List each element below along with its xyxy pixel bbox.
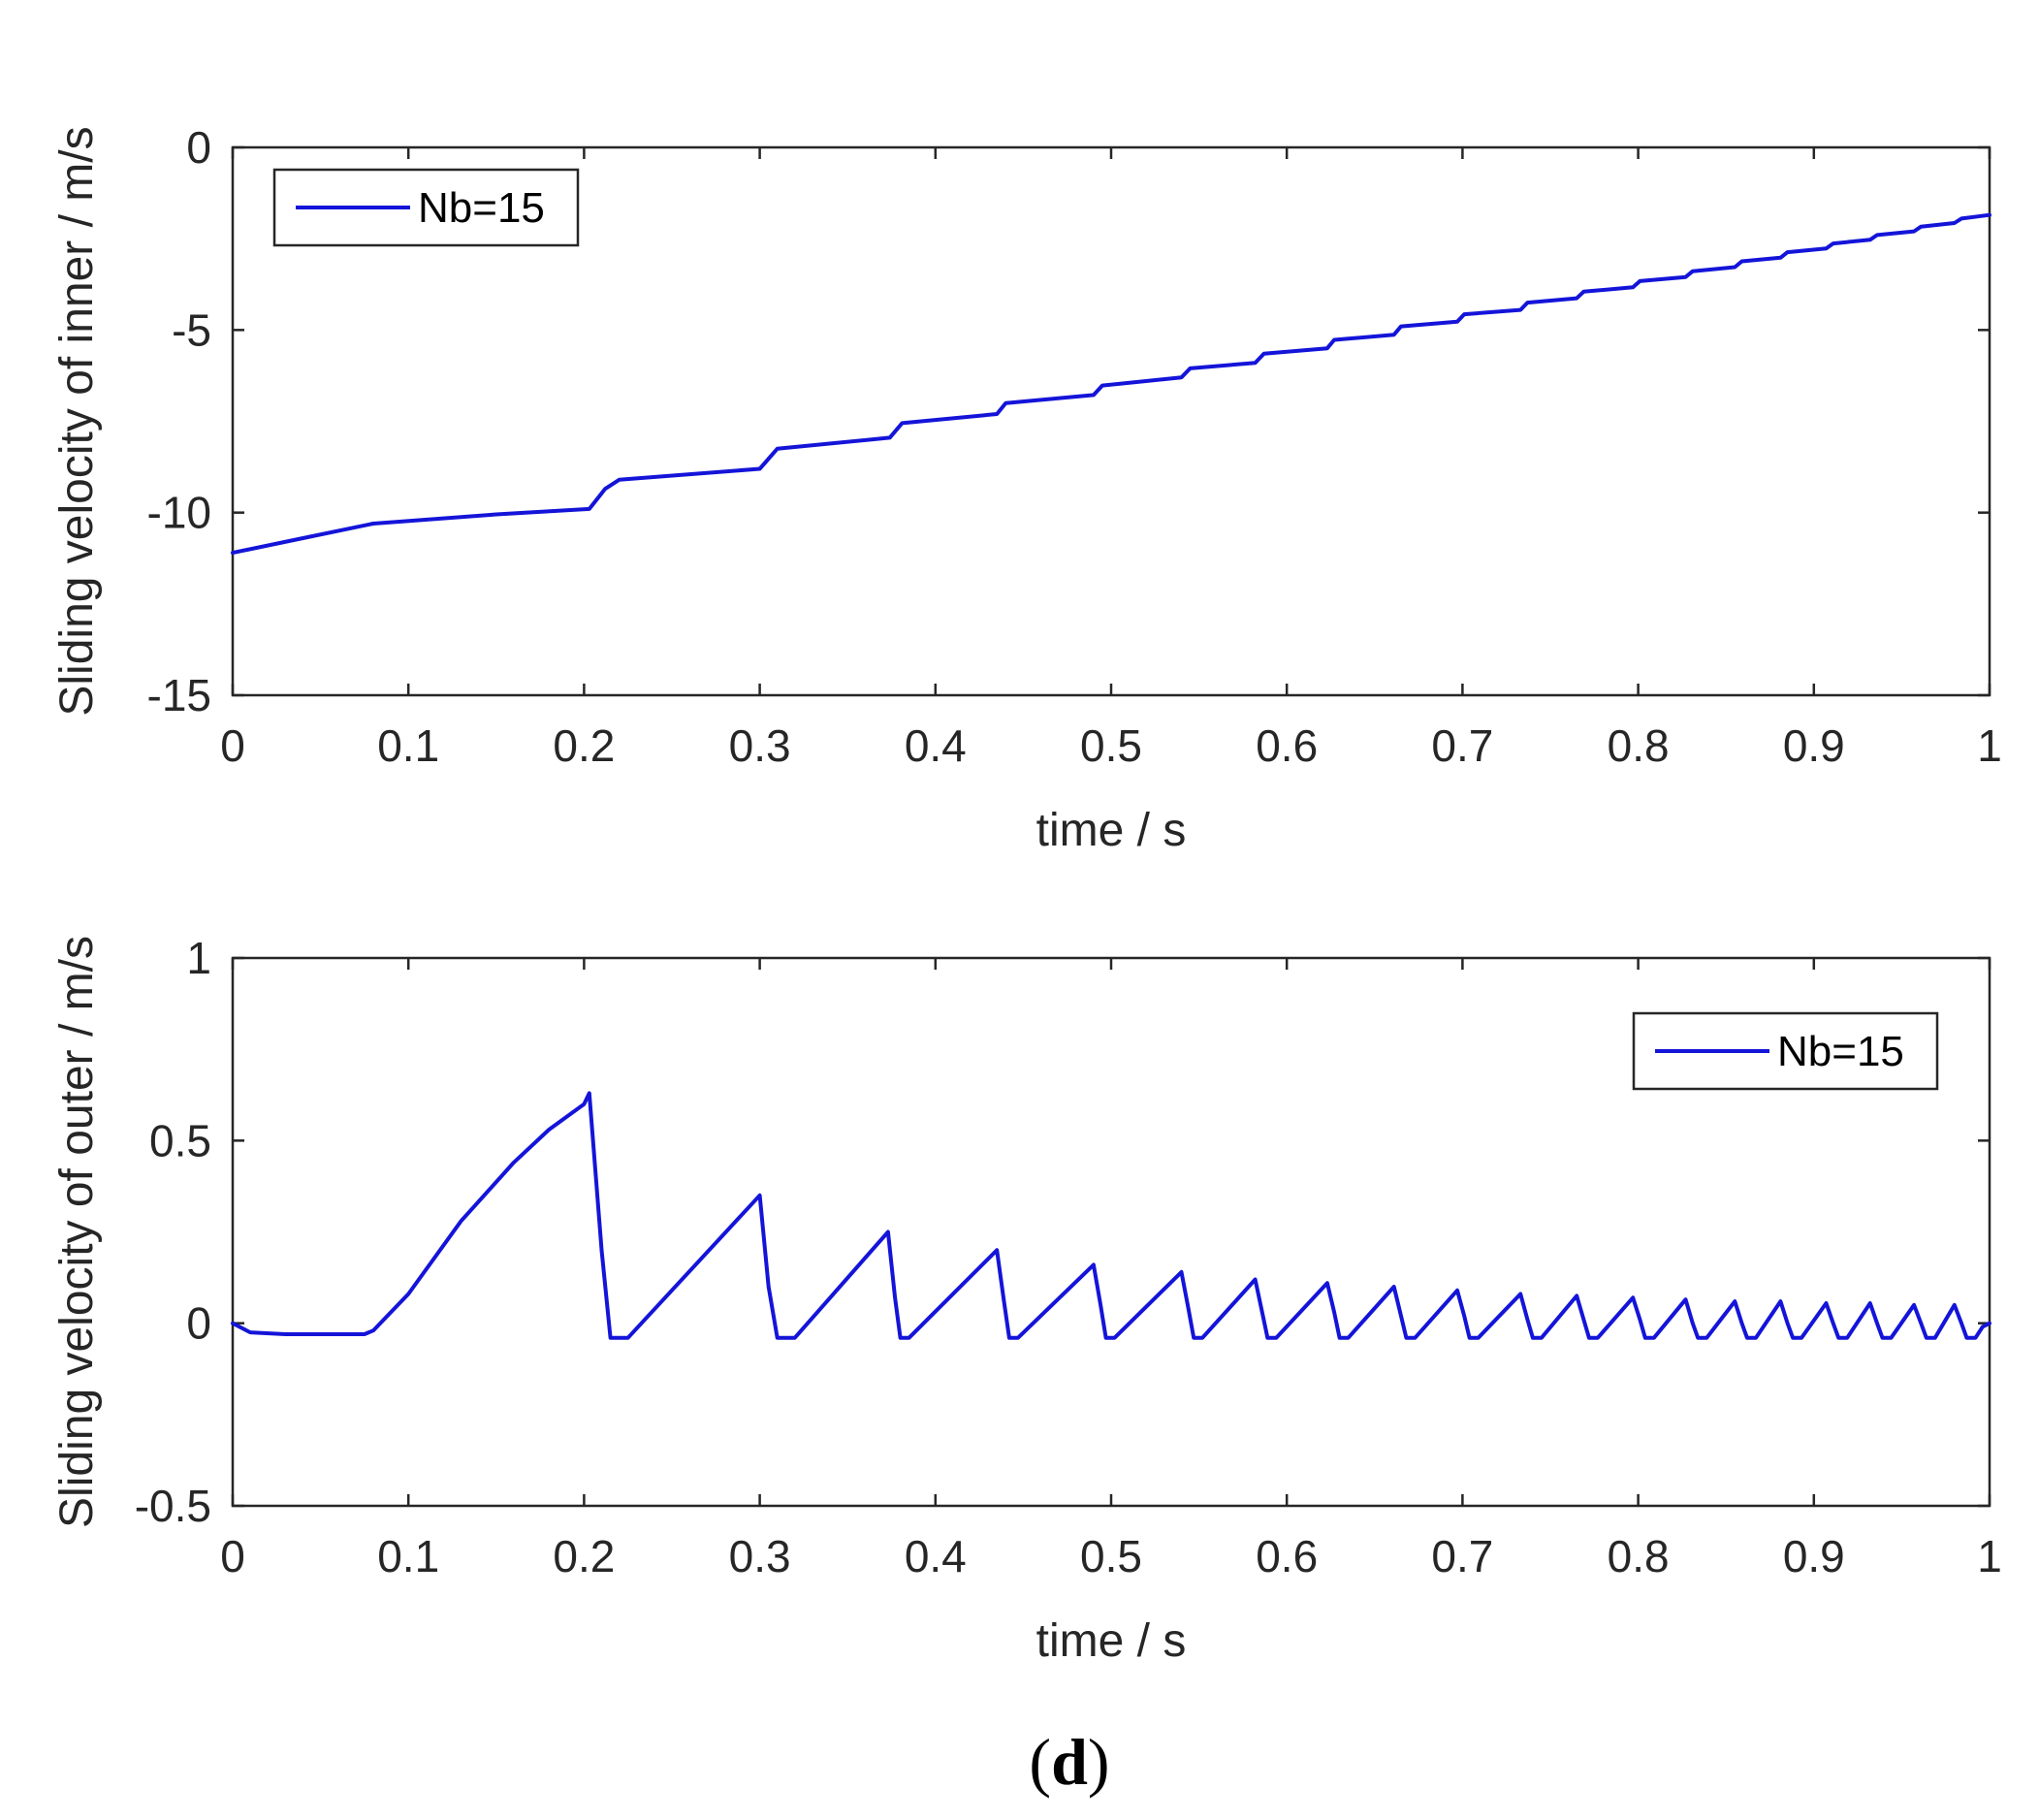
outer-y-tick-label: 0.5: [149, 1115, 211, 1165]
inner-y-tick-label: 0: [186, 122, 211, 173]
inner-y-axis-label: Sliding velocity of inner / m/s: [51, 126, 103, 716]
outer-x-tick-label: 0.7: [1431, 1531, 1493, 1581]
inner-x-tick-label: 0.6: [1256, 720, 1318, 771]
caption-close-paren: ): [1088, 1725, 1110, 1799]
inner-legend: Nb=15: [272, 168, 580, 247]
outer-x-axis-label: time / s: [1036, 1615, 1187, 1667]
outer-legend-label: Nb=15: [1777, 1028, 1904, 1075]
outer-x-tick-label: 0: [220, 1531, 245, 1581]
outer-x-tick-label: 0.4: [905, 1531, 967, 1581]
outer-y-tick-label: 0: [186, 1298, 211, 1349]
outer-velocity-panel: 0 0.1 0.2 0.3 0.4 0.5 0.6 0.7 0.8 0.9 1-0.500.51 t…: [51, 933, 2002, 1667]
outer-x-tick-label: 0.3: [729, 1531, 791, 1581]
inner-series-line: [231, 212, 1991, 556]
outer-y-tick-label: 1: [186, 933, 211, 983]
inner-x-tick-label: 0.2: [553, 720, 615, 771]
inner-x-tick-label: 0.5: [1080, 720, 1142, 771]
outer-x-tick-label: 1: [1977, 1531, 2002, 1581]
outer-series-line: [231, 1091, 1991, 1340]
inner-x-tick-label: 0.9: [1783, 720, 1845, 771]
inner-x-tick-label: 0.3: [729, 720, 791, 771]
inner-velocity-panel: 0 0.1 0.2 0.3 0.4 0.5 0.6 0.7 0.8 0.9 1 -15 -10 -5 0 t…: [51, 122, 2002, 856]
outer-legend: Nb=15: [1632, 1011, 1939, 1091]
outer-x-tick-label: 0.2: [553, 1531, 615, 1581]
inner-y-tick-label: -10: [147, 488, 211, 538]
inner-y-tick-label: -15: [147, 670, 211, 720]
outer-x-tick-label: 0.5: [1080, 1531, 1142, 1581]
inner-y-tick-label: -5: [172, 304, 211, 355]
inner-x-axis-label: time / s: [1036, 805, 1187, 856]
inner-x-tick-label: 0.8: [1608, 720, 1670, 771]
inner-x-tick-label: 0: [220, 720, 245, 771]
caption-letter: d: [1051, 1725, 1088, 1799]
inner-x-tick-label: 0.7: [1431, 720, 1493, 771]
outer-x-tick-label: 0.9: [1783, 1531, 1845, 1581]
outer-x-tick-label: 0.1: [377, 1531, 439, 1581]
outer-x-tick-label: 0.8: [1608, 1531, 1670, 1581]
inner-x-tick-label: 0.4: [905, 720, 967, 771]
caption-open-paren: (: [1029, 1725, 1051, 1799]
inner-x-tick-label: 1: [1977, 720, 2002, 771]
inner-legend-label: Nb=15: [418, 184, 545, 232]
outer-y-axis-label: Sliding velocity of outer / m/s: [51, 936, 103, 1528]
inner-x-tick-label: 0.1: [377, 720, 439, 771]
outer-x-tick-label: 0.6: [1256, 1531, 1318, 1581]
outer-y-tick-label: -0.5: [135, 1481, 211, 1531]
figure-caption: (d): [1029, 1725, 1109, 1799]
